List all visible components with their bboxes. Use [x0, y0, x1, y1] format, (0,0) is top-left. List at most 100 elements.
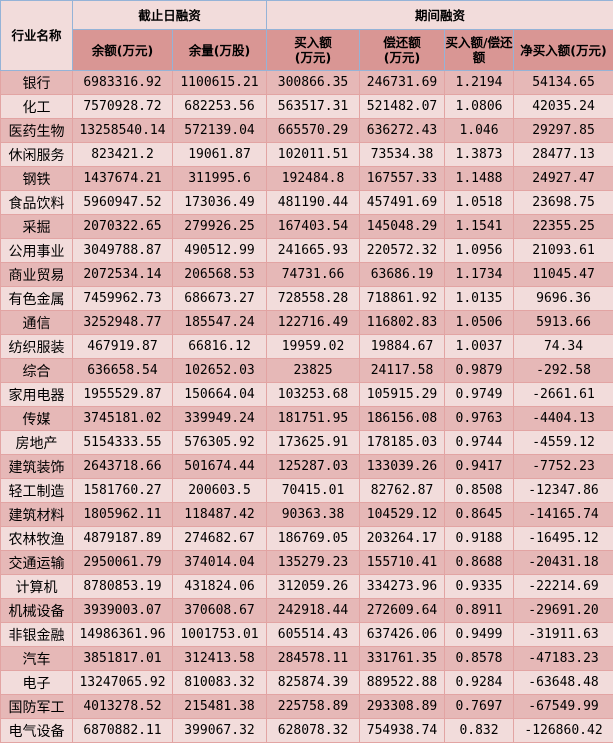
- cell-buy: 102011.51: [266, 142, 361, 167]
- cell-buy: 74731.66: [266, 262, 361, 287]
- cell-volume: 490512.99: [171, 238, 268, 263]
- cell-ratio: 0.9744: [444, 430, 515, 455]
- header-buy: 买入额 (万元): [266, 29, 361, 71]
- cell-buy: 825874.39: [266, 670, 361, 695]
- cell-net: 5913.66: [513, 310, 613, 335]
- table-row: 国防军工 4013278.52 215481.38 225758.89 293308.8…: [0, 694, 613, 719]
- cell-balance: 2950061.79: [72, 550, 173, 575]
- cell-buy: 241665.93: [266, 238, 361, 263]
- cell-volume: 173036.49: [171, 190, 268, 215]
- table-row: 商业贸易 2072534.14 206568.53 74731.66 63686.19 1…: [0, 262, 613, 287]
- cell-repay: 105915.29: [359, 382, 446, 407]
- cell-industry: 公用事业: [0, 238, 73, 263]
- table-row: 食品饮料 5960947.52 173036.49 481190.44 457491.6…: [0, 190, 613, 215]
- cell-balance: 4879187.89: [72, 526, 173, 551]
- cell-buy: 181751.95: [266, 406, 361, 431]
- cell-buy: 481190.44: [266, 190, 361, 215]
- header-ratio: 买入额/偿还额: [444, 29, 515, 71]
- cell-buy: 563517.31: [266, 94, 361, 119]
- table-row: 建筑材料 1805962.11 118487.42 90363.38 104529.12…: [0, 502, 613, 527]
- header-repay: 偿还额 (万元): [359, 29, 446, 71]
- cell-ratio: 1.1541: [444, 214, 515, 239]
- cell-ratio: 1.0956: [444, 238, 515, 263]
- cell-buy: 122716.49: [266, 310, 361, 335]
- cell-buy: 605514.43: [266, 622, 361, 647]
- cell-ratio: 1.0506: [444, 310, 515, 335]
- cell-volume: 339949.24: [171, 406, 268, 431]
- cell-volume: 274682.67: [171, 526, 268, 551]
- header-net: 净买入额(万元): [513, 29, 613, 71]
- cell-net: -67549.99: [513, 694, 613, 719]
- cell-repay: 73534.38: [359, 142, 446, 167]
- cell-industry: 电子: [0, 670, 73, 695]
- cell-buy: 70415.01: [266, 478, 361, 503]
- table-row: 有色金属 7459962.73 686673.27 728558.28 718861.9…: [0, 286, 613, 311]
- cell-net: -292.58: [513, 358, 613, 383]
- cell-net: -2661.61: [513, 382, 613, 407]
- cell-buy: 23825: [266, 358, 361, 383]
- cell-ratio: 1.0037: [444, 334, 515, 359]
- cell-repay: 220572.32: [359, 238, 446, 263]
- cell-ratio: 0.832: [444, 718, 515, 743]
- cell-volume: 102652.03: [171, 358, 268, 383]
- cell-repay: 754938.74: [359, 718, 446, 743]
- table-row: 公用事业 3049788.87 490512.99 241665.93 220572.3…: [0, 238, 613, 263]
- cell-buy: 135279.23: [266, 550, 361, 575]
- cell-net: 9696.36: [513, 286, 613, 311]
- cell-net: -16495.12: [513, 526, 613, 551]
- cell-repay: 272609.64: [359, 598, 446, 623]
- cell-industry: 汽车: [0, 646, 73, 671]
- cell-industry: 钢铁: [0, 166, 73, 191]
- cell-ratio: 0.8911: [444, 598, 515, 623]
- cell-buy: 125287.03: [266, 454, 361, 479]
- table-row: 纺织服装 467919.87 66816.12 19959.02 19884.67 1.0…: [0, 334, 613, 359]
- cell-balance: 2072534.14: [72, 262, 173, 287]
- cell-ratio: 0.9749: [444, 382, 515, 407]
- cell-industry: 综合: [0, 358, 73, 383]
- table-row: 银行 6983316.92 1100615.21 300866.35 246731.69…: [0, 70, 613, 95]
- cell-volume: 66816.12: [171, 334, 268, 359]
- cell-volume: 150664.04: [171, 382, 268, 407]
- cell-buy: 225758.89: [266, 694, 361, 719]
- cell-net: -20431.18: [513, 550, 613, 575]
- cell-industry: 交通运输: [0, 550, 73, 575]
- cell-repay: 334273.96: [359, 574, 446, 599]
- cell-industry: 纺织服装: [0, 334, 73, 359]
- cell-industry: 通信: [0, 310, 73, 335]
- cell-balance: 3049788.87: [72, 238, 173, 263]
- table-row: 计算机 8780853.19 431824.06 312059.26 334273.96…: [0, 574, 613, 599]
- header-industry: 行业名称: [0, 0, 73, 71]
- cell-industry: 食品饮料: [0, 190, 73, 215]
- cell-volume: 206568.53: [171, 262, 268, 287]
- cell-repay: 718861.92: [359, 286, 446, 311]
- cell-volume: 1100615.21: [171, 70, 268, 95]
- table-row: 化工 7570928.72 682253.56 563517.31 521482.07 1…: [0, 94, 613, 119]
- cell-balance: 3851817.01: [72, 646, 173, 671]
- cell-repay: 178185.03: [359, 430, 446, 455]
- cell-balance: 13247065.92: [72, 670, 173, 695]
- table-row: 建筑装饰 2643718.66 501674.44 125287.03 133039.2…: [0, 454, 613, 479]
- cell-volume: 431824.06: [171, 574, 268, 599]
- cell-industry: 房地产: [0, 430, 73, 455]
- cell-repay: 636272.43: [359, 118, 446, 143]
- cell-industry: 医药生物: [0, 118, 73, 143]
- cell-balance: 1581760.27: [72, 478, 173, 503]
- cell-ratio: 1.1488: [444, 166, 515, 191]
- cell-net: -126860.42: [513, 718, 613, 743]
- cell-volume: 501674.44: [171, 454, 268, 479]
- table-row: 电气设备 6870882.11 399067.32 628078.32 754938.7…: [0, 718, 613, 743]
- cell-buy: 192484.8: [266, 166, 361, 191]
- header-group-interval: 期间融资: [266, 0, 613, 30]
- cell-balance: 5960947.52: [72, 190, 173, 215]
- cell-volume: 185547.24: [171, 310, 268, 335]
- cell-repay: 82762.87: [359, 478, 446, 503]
- cell-balance: 6870882.11: [72, 718, 173, 743]
- cell-net: 29297.85: [513, 118, 613, 143]
- cell-repay: 293308.89: [359, 694, 446, 719]
- cell-repay: 167557.33: [359, 166, 446, 191]
- cell-ratio: 0.9879: [444, 358, 515, 383]
- cell-industry: 建筑装饰: [0, 454, 73, 479]
- cell-net: -29691.20: [513, 598, 613, 623]
- table-row: 机械设备 3939003.07 370608.67 242918.44 272609.6…: [0, 598, 613, 623]
- cell-buy: 90363.38: [266, 502, 361, 527]
